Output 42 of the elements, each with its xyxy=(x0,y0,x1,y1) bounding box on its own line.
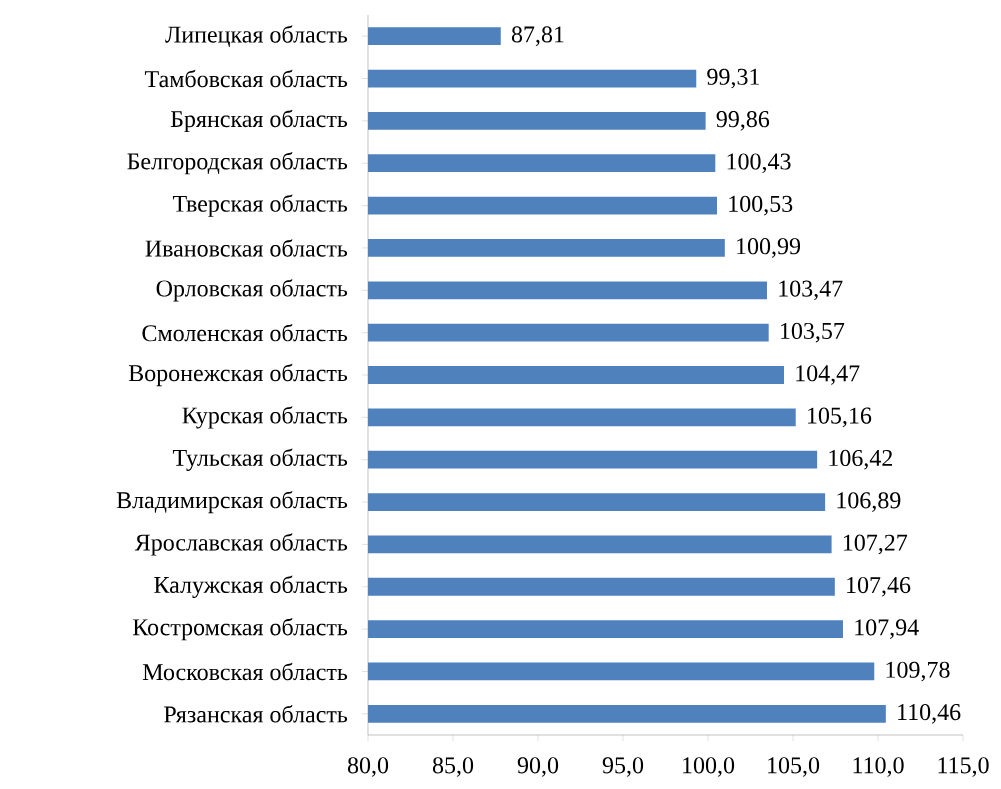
y-tick-label: Курская область xyxy=(182,406,348,429)
x-tick-label: 110,0 xyxy=(853,757,904,777)
y-tick-label: Брянская область xyxy=(170,109,348,133)
y-tick-label: Смоленская область xyxy=(142,323,348,342)
y-tick-label: Липецкая область xyxy=(165,25,348,48)
y-tick-label: Орловская область xyxy=(156,279,348,302)
data-label: 109,78 xyxy=(886,661,950,682)
data-label: 103,57 xyxy=(781,322,845,343)
y-tick-label: Тамбовская область xyxy=(144,69,348,88)
x-tick-label: 105,0 xyxy=(768,757,820,777)
y-tick-label: Ярославская область xyxy=(134,533,348,556)
data-label: 87,81 xyxy=(511,26,564,46)
y-tick-label: Владимирская область xyxy=(116,490,348,514)
y-tick-label: Тульская область xyxy=(172,448,348,471)
data-label: 100,53 xyxy=(729,195,793,216)
data-label: 103,47 xyxy=(779,280,843,301)
y-tick-label: Рязанская область xyxy=(164,705,348,723)
y-tick-label: Тверская область xyxy=(172,194,348,217)
x-tick-label: 95,0 xyxy=(602,757,644,777)
data-label: 100,99 xyxy=(737,238,801,258)
data-label: 99,31 xyxy=(707,68,760,89)
y-tick-label: Московская область xyxy=(142,662,348,681)
y-tick-label: Воронежская область xyxy=(128,363,348,387)
data-label: 110,46 xyxy=(898,703,961,724)
x-tick-label: 100,0 xyxy=(683,757,735,777)
data-label: 100,43 xyxy=(727,153,791,174)
x-tick-label: 90,0 xyxy=(517,757,559,777)
x-tick-label: 85,0 xyxy=(432,757,474,777)
data-label: 105,16 xyxy=(808,407,872,428)
y-tick-label: Ивановская область xyxy=(145,239,348,257)
x-tick-label: 115,0 xyxy=(938,757,989,777)
y-tick-label: Калужская область xyxy=(154,575,348,598)
data-label: 106,89 xyxy=(837,492,901,512)
data-label: 107,94 xyxy=(855,619,919,639)
y-tick-label: Костромская область xyxy=(132,617,348,641)
data-label: 104,47 xyxy=(796,365,860,385)
y-tick-label: Белгородская область xyxy=(127,152,348,175)
data-label: 107,46 xyxy=(847,576,911,597)
data-label: 106,42 xyxy=(829,449,893,470)
data-label: 99,86 xyxy=(716,111,770,131)
data-label: 107,27 xyxy=(843,534,908,555)
x-tick-label: 80,0 xyxy=(347,757,389,777)
